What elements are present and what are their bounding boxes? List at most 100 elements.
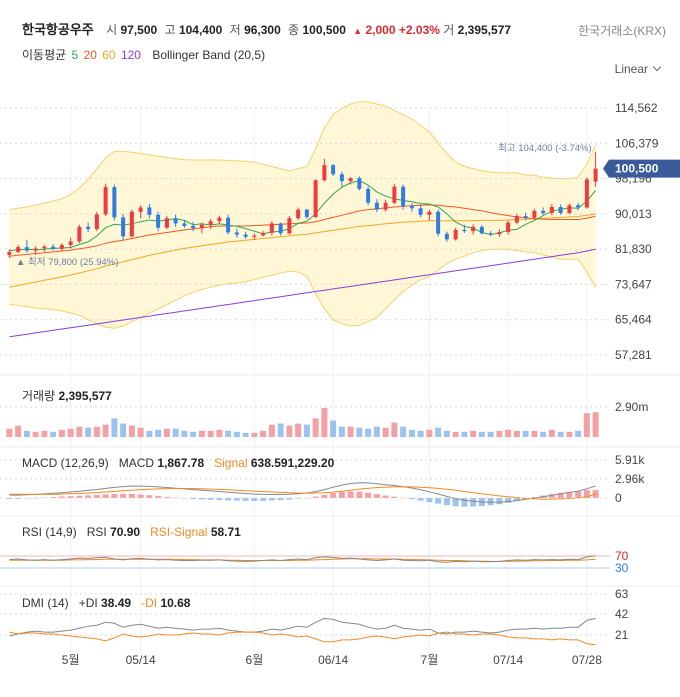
price-axis-label: 106,379 [615,136,659,150]
volume-bar [23,430,30,437]
macd-histogram-bar [312,496,319,498]
macd-histogram-bar [548,494,555,498]
volume-bar [400,426,407,437]
candle-body [392,186,397,203]
overlay-legend[interactable]: 이동평균 5 20 60 120 Bollinger Band (20,5) [22,46,267,63]
x-axis-label: 07/28 [572,653,602,667]
high-value: 104,400 [178,23,223,37]
rsi-line [9,555,596,563]
candle-body [401,186,406,207]
macd-histogram-bar [268,498,275,501]
candle-body [313,180,318,217]
candle-body [234,232,239,235]
dmi-axis-label: 63 [615,587,629,601]
candle-body [471,226,476,232]
candle-body [436,211,441,234]
macd-histogram-bar [557,492,564,498]
volume-bar [347,426,354,437]
ma-20-label: 20 [83,48,97,62]
candle-body [453,229,458,240]
macd-histogram-bar [400,497,407,499]
candle-body [558,207,563,214]
macd-histogram-bar [85,495,92,498]
volume-bar [76,426,83,437]
x-axis-label: 6월 [246,653,264,667]
candle-body [584,179,589,208]
scale-dropdown[interactable]: Linear [615,62,662,76]
ma60-line [9,213,596,288]
candle-body [42,246,47,249]
pdi-value: 38.49 [101,596,132,610]
macd-histogram-bar [356,491,363,498]
volume-bar [548,429,555,437]
mdi-value: 10.68 [160,596,191,610]
candle-body [252,235,257,237]
volume-value: 2,395,577 [457,23,512,37]
macd-histogram-bar [93,494,100,498]
change-value: 2,000 [365,23,396,37]
price-axis-label: 90,013 [615,207,652,221]
volume-bar [50,431,57,437]
macd-histogram-bar [365,492,372,498]
macd-histogram-bar [583,489,590,498]
price-axis-label: 65,464 [615,313,652,327]
macd-histogram-bar [181,498,188,499]
ma120-line [9,248,596,338]
current-price-tag [603,159,680,178]
volume-title: 거래량 2,395,577 [22,387,112,404]
rsi-name: RSI [86,525,107,539]
x-axis-label: 05/14 [126,653,156,667]
macd-histogram-bar [417,498,424,501]
rsi-panel-label: RSI (14,9) [22,525,77,539]
volume-bar [32,431,39,437]
macd-histogram-bar [163,496,170,498]
candle-body [16,247,21,252]
candle-body [541,210,546,214]
volume-bar [242,432,249,437]
candle-body [549,207,554,214]
macd-histogram-bar [216,498,223,501]
bollinger-label: Bollinger Band (20,5) [152,48,266,62]
candle-body [348,178,353,182]
volume-bar [155,429,162,437]
candle-body [488,233,493,235]
volume-bar [190,431,197,437]
macd-histogram-bar [146,495,153,498]
ma-60-label: 60 [102,48,116,62]
volume-bar [102,424,109,437]
ma-label: 이동평균 [22,48,67,62]
volume-bar [583,413,590,437]
macd-title: MACD (12,26,9) MACD 1,867.78 Signal 638.… [22,456,334,470]
bollinger-lower-line [9,248,597,329]
volume-bar [137,427,144,437]
change-percent: +2.03% [398,23,440,37]
current-price-label: 100,500 [615,162,659,176]
candle-body [462,229,467,232]
candle-body [383,202,388,210]
rsi-title: RSI (14,9) RSI 70.90 RSI-Signal 58.71 [22,525,241,539]
candle-body [86,226,91,230]
macd-histogram-bar [505,498,512,503]
volume-bar [408,429,415,437]
macd-histogram-bar [338,491,345,498]
candle-body [94,214,99,230]
candle-body [147,207,152,215]
candle-body [199,224,204,229]
macd-axis-label: 2.96k [615,472,645,486]
pdi-line [9,617,596,637]
volume-bar [216,429,223,437]
volume-bar [207,430,214,437]
pdi-name: +DI [78,596,98,610]
candle-body [576,205,581,208]
volume-bar [566,431,573,437]
volume-bar [295,423,302,437]
candle-body [59,244,64,249]
candle-body [418,208,423,215]
macd-histogram-bar [233,498,240,501]
macd-histogram-bar [435,498,442,504]
volume-bar [225,430,232,437]
candle-body [77,226,82,242]
volume-bar [496,430,503,437]
volume-bar [15,425,22,437]
